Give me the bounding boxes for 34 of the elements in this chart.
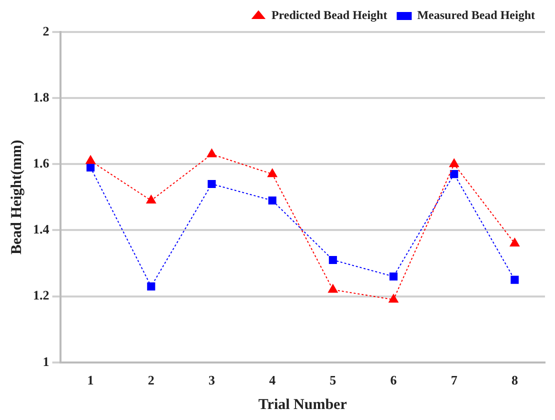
point (389, 272, 398, 281)
point (268, 196, 276, 205)
point (86, 163, 95, 172)
x-axis-title: Trial Number (258, 396, 348, 413)
point (449, 158, 459, 168)
y-tick-label: 1.8 (33, 89, 50, 104)
y-tick-label: 2 (42, 23, 50, 38)
point (147, 282, 156, 290)
x-tick-label: 1 (87, 372, 94, 388)
y-tick-label: 1.2 (33, 288, 50, 303)
point (146, 195, 156, 204)
y-tick-label: 1 (42, 354, 50, 369)
point (328, 256, 337, 264)
point (268, 168, 278, 178)
x-tick-label: 8 (511, 372, 518, 388)
x-tick-label: 2 (148, 372, 154, 388)
point (206, 148, 217, 158)
legend-label: Measured Bead Height (417, 8, 536, 22)
point (450, 170, 458, 178)
legend-label: Predicted Bead Height (271, 8, 388, 22)
x-tick-label: 4 (269, 372, 276, 388)
point (510, 238, 520, 246)
y-tick-label: 1.4 (33, 222, 50, 237)
point (328, 284, 338, 293)
x-tick-label: 7 (450, 372, 458, 388)
point (86, 155, 96, 164)
point (388, 294, 398, 303)
y-tick-label: 1.6 (33, 156, 50, 171)
y-axis-title: Bead Height(mm) (8, 140, 25, 254)
x-tick-label: 3 (208, 372, 216, 388)
point (510, 276, 519, 284)
x-tick-label: 5 (330, 372, 337, 388)
point (208, 180, 216, 188)
x-tick-label: 6 (390, 372, 398, 388)
